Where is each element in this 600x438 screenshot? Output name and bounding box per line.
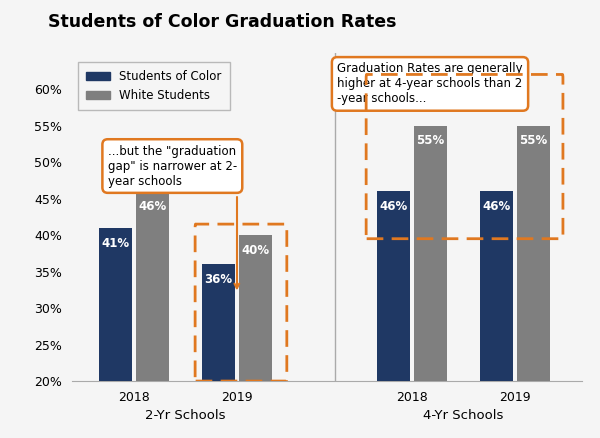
Bar	[136, 191, 169, 438]
Legend: Students of Color, White Students: Students of Color, White Students	[78, 62, 230, 110]
Text: 41%: 41%	[101, 237, 130, 250]
Bar	[517, 126, 550, 438]
Bar	[202, 264, 235, 438]
Text: 40%: 40%	[241, 244, 269, 257]
Text: 55%: 55%	[520, 134, 548, 147]
Text: 2-Yr Schools: 2-Yr Schools	[145, 409, 226, 422]
Bar	[377, 191, 410, 438]
Text: 4-Yr Schools: 4-Yr Schools	[424, 409, 504, 422]
Bar	[99, 228, 132, 438]
Text: 46%: 46%	[482, 200, 511, 213]
Bar	[480, 191, 513, 438]
Text: ...but the "graduation
gap" is narrower at 2-
year schools: ...but the "graduation gap" is narrower …	[108, 145, 239, 288]
Text: 55%: 55%	[416, 134, 445, 147]
Text: Graduation Rates are generally
higher at 4-year schools than 2
-year schools...: Graduation Rates are generally higher at…	[337, 63, 523, 106]
Bar	[239, 235, 272, 438]
Text: 36%: 36%	[204, 273, 232, 286]
Text: 46%: 46%	[138, 200, 166, 213]
Text: Students of Color Graduation Rates: Students of Color Graduation Rates	[48, 13, 397, 31]
Bar	[414, 126, 447, 438]
Text: 46%: 46%	[379, 200, 407, 213]
